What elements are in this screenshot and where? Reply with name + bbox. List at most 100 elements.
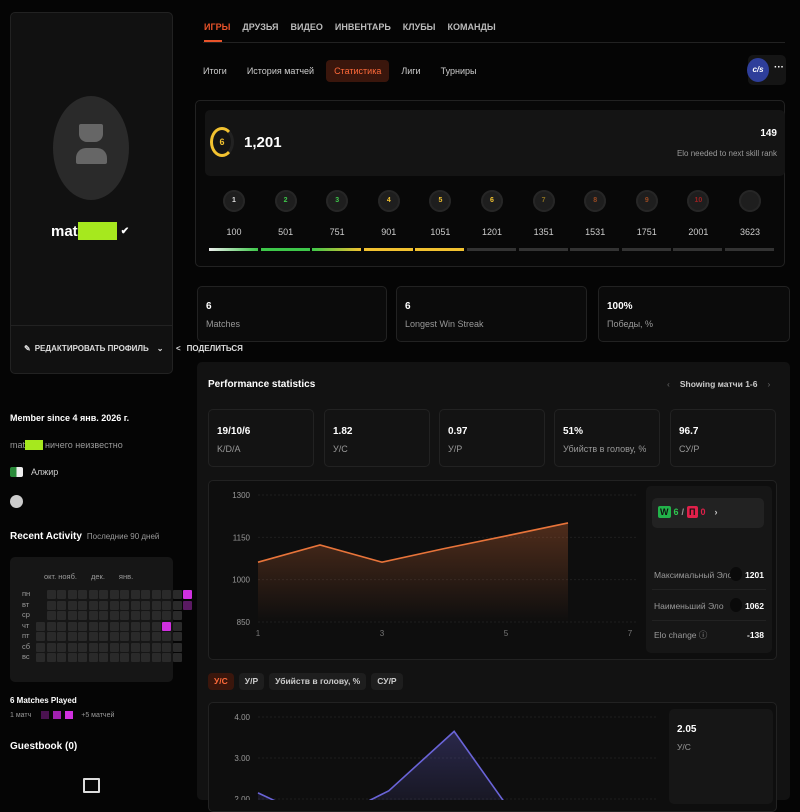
- activity-cell[interactable]: [89, 590, 98, 599]
- subtab-4[interactable]: Турниры: [433, 60, 485, 82]
- activity-cell[interactable]: [68, 622, 77, 631]
- activity-cell[interactable]: [47, 590, 56, 599]
- activity-cell[interactable]: [36, 643, 45, 652]
- activity-cell[interactable]: [120, 643, 129, 652]
- activity-cell[interactable]: [47, 622, 56, 631]
- metric-pill[interactable]: У/Р: [239, 673, 264, 690]
- metric-pill[interactable]: У/С: [208, 673, 234, 690]
- avatar[interactable]: [53, 96, 129, 200]
- activity-cell[interactable]: [131, 590, 140, 599]
- activity-cell[interactable]: [110, 653, 119, 662]
- next-page-icon[interactable]: ›: [768, 379, 771, 389]
- tab-4[interactable]: КЛУБЫ: [403, 22, 436, 32]
- activity-cell[interactable]: [36, 632, 45, 641]
- activity-cell[interactable]: [78, 590, 87, 599]
- activity-cell[interactable]: [47, 601, 56, 610]
- activity-cell[interactable]: [120, 601, 129, 610]
- activity-cell[interactable]: [131, 632, 140, 641]
- activity-cell[interactable]: [141, 653, 150, 662]
- activity-cell[interactable]: [110, 611, 119, 620]
- activity-cell[interactable]: [89, 622, 98, 631]
- activity-cell[interactable]: [99, 632, 108, 641]
- activity-cell[interactable]: [141, 611, 150, 620]
- activity-cell[interactable]: [68, 611, 77, 620]
- activity-cell[interactable]: [47, 632, 56, 641]
- activity-cell[interactable]: [162, 622, 171, 631]
- activity-cell[interactable]: [57, 601, 66, 610]
- activity-cell[interactable]: [120, 622, 129, 631]
- activity-cell[interactable]: [78, 601, 87, 610]
- activity-cell[interactable]: [120, 653, 129, 662]
- activity-cell[interactable]: [99, 611, 108, 620]
- activity-cell[interactable]: [173, 622, 182, 631]
- activity-cell[interactable]: [131, 622, 140, 631]
- activity-cell[interactable]: [152, 611, 161, 620]
- activity-cell[interactable]: [131, 653, 140, 662]
- activity-cell[interactable]: [78, 632, 87, 641]
- activity-cell[interactable]: [99, 622, 108, 631]
- activity-cell[interactable]: [152, 643, 161, 652]
- activity-cell[interactable]: [183, 601, 192, 610]
- activity-cell[interactable]: [68, 632, 77, 641]
- prev-page-icon[interactable]: ‹: [667, 379, 670, 389]
- activity-cell[interactable]: [152, 601, 161, 610]
- activity-cell[interactable]: [173, 653, 182, 662]
- activity-cell[interactable]: [68, 590, 77, 599]
- activity-cell[interactable]: [162, 643, 171, 652]
- subtab-2[interactable]: Статистика: [326, 60, 389, 82]
- activity-cell[interactable]: [110, 622, 119, 631]
- activity-cell[interactable]: [152, 622, 161, 631]
- activity-cell[interactable]: [89, 653, 98, 662]
- activity-cell[interactable]: [99, 590, 108, 599]
- tab-2[interactable]: ВИДЕО: [291, 22, 323, 32]
- activity-cell[interactable]: [173, 643, 182, 652]
- tab-0[interactable]: ИГРЫ: [204, 22, 230, 32]
- activity-cell[interactable]: [141, 622, 150, 631]
- activity-cell[interactable]: [89, 601, 98, 610]
- activity-cell[interactable]: [162, 653, 171, 662]
- activity-cell[interactable]: [68, 643, 77, 652]
- cs-badge[interactable]: c/s: [747, 58, 769, 82]
- activity-cell[interactable]: [57, 622, 66, 631]
- activity-cell[interactable]: [131, 643, 140, 652]
- activity-cell[interactable]: [57, 590, 66, 599]
- activity-cell[interactable]: [89, 632, 98, 641]
- activity-cell[interactable]: [120, 632, 129, 641]
- activity-cell[interactable]: [78, 643, 87, 652]
- activity-cell[interactable]: [99, 601, 108, 610]
- activity-cell[interactable]: [152, 653, 161, 662]
- activity-cell[interactable]: [141, 590, 150, 599]
- activity-cell[interactable]: [47, 653, 56, 662]
- activity-cell[interactable]: [78, 653, 87, 662]
- activity-cell[interactable]: [57, 611, 66, 620]
- activity-cell[interactable]: [110, 643, 119, 652]
- activity-cell[interactable]: [131, 611, 140, 620]
- activity-cell[interactable]: [162, 611, 171, 620]
- activity-cell[interactable]: [99, 653, 108, 662]
- activity-cell[interactable]: [173, 611, 182, 620]
- activity-cell[interactable]: [78, 611, 87, 620]
- tab-3[interactable]: ИНВЕНТАРЬ: [335, 22, 391, 32]
- activity-cell[interactable]: [152, 590, 161, 599]
- activity-cell[interactable]: [89, 643, 98, 652]
- steam-icon[interactable]: [10, 495, 23, 508]
- activity-cell[interactable]: [47, 611, 56, 620]
- more-icon[interactable]: ···: [774, 62, 784, 73]
- activity-cell[interactable]: [57, 653, 66, 662]
- activity-cell[interactable]: [120, 590, 129, 599]
- activity-cell[interactable]: [183, 590, 192, 599]
- activity-cell[interactable]: [57, 632, 66, 641]
- info-icon[interactable]: ⓘ: [699, 630, 708, 640]
- activity-cell[interactable]: [99, 643, 108, 652]
- activity-cell[interactable]: [78, 622, 87, 631]
- activity-cell[interactable]: [68, 653, 77, 662]
- activity-cell[interactable]: [162, 590, 171, 599]
- activity-cell[interactable]: [173, 590, 182, 599]
- activity-cell[interactable]: [141, 601, 150, 610]
- activity-cell[interactable]: [120, 611, 129, 620]
- activity-cell[interactable]: [173, 601, 182, 610]
- activity-cell[interactable]: [141, 643, 150, 652]
- tab-1[interactable]: ДРУЗЬЯ: [242, 22, 278, 32]
- subtab-0[interactable]: Итоги: [195, 60, 235, 82]
- subtab-3[interactable]: Лиги: [393, 60, 428, 82]
